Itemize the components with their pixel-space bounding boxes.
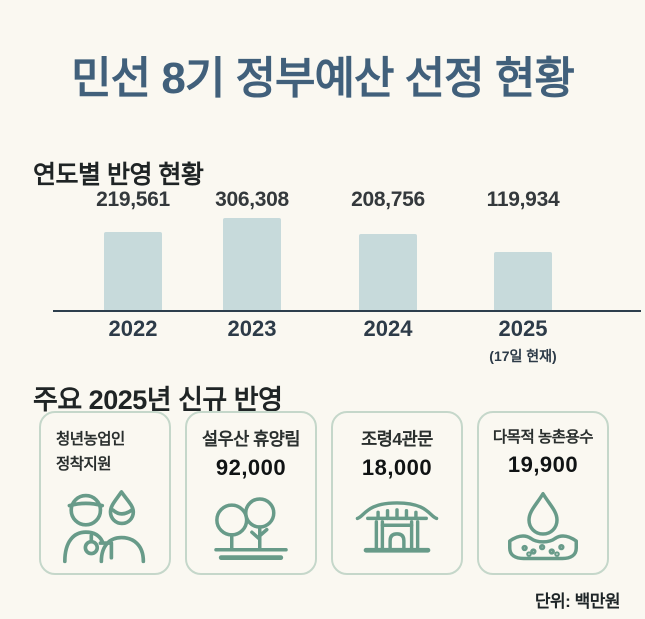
year-label-group: 2023 xyxy=(187,316,317,342)
new-item-card-2: 설우산 휴양림 92,000 xyxy=(185,411,317,575)
unit-label: 단위: 백만원 xyxy=(534,592,621,611)
yearly-section-heading: 연도별 반영 현황 xyxy=(33,160,204,189)
bar-value-label: 306,308 xyxy=(215,188,289,211)
water-drop-icon xyxy=(479,479,607,565)
new-items-section-heading: 주요 2025년 신규 반영 xyxy=(33,385,283,416)
year-note: (17일 현재) xyxy=(489,348,557,364)
year-label-group: 2025 (17일 현재) xyxy=(458,316,588,366)
new-item-card-3: 조령4관문 18,000 xyxy=(331,411,463,575)
bar-group-2022: 219,561 xyxy=(68,188,198,310)
yearly-bar-chart: 219,561 306,308 208,756 119,934 xyxy=(0,188,645,310)
new-item-card-1: 청년농업인 정착지원 xyxy=(39,411,171,575)
card-value: 19,900 xyxy=(507,451,579,477)
bar-value-label: 219,561 xyxy=(96,188,170,211)
bar-group-2024: 208,756 xyxy=(323,188,453,310)
bar-group-2023: 306,308 xyxy=(187,188,317,310)
page-title: 민선 8기 정부예산 선정 현황 xyxy=(71,54,575,104)
gate-icon xyxy=(333,479,461,565)
card-value: 92,000 xyxy=(215,454,287,480)
trees-icon xyxy=(187,479,315,565)
year-label-group: 2024 xyxy=(323,316,453,342)
new-item-card-4: 다목적 농촌용수 19,900 xyxy=(477,411,609,575)
year-label-group: 2022 xyxy=(68,316,198,342)
bar-group-2025: 119,934 xyxy=(458,188,588,310)
chart-axis-line xyxy=(53,310,641,312)
card-title: 청년농업인 정착지원 xyxy=(56,431,125,473)
card-title: 다목적 농촌용수 xyxy=(492,429,594,446)
bar-2022 xyxy=(104,232,162,310)
year-label: 2023 xyxy=(227,316,277,341)
new-items-cards: 청년농업인 정착지원 설우산 휴양림 92,000 조령4관문 18,000 다목적 농촌용… xyxy=(0,411,645,575)
bar-value-label: 208,756 xyxy=(351,188,425,211)
year-label: 2022 xyxy=(108,316,158,341)
bar-2025 xyxy=(494,252,552,310)
card-value: 18,000 xyxy=(361,454,433,480)
farmer-icon xyxy=(41,479,169,565)
year-label: 2025 xyxy=(498,316,548,341)
year-label: 2024 xyxy=(363,316,413,341)
bar-2023 xyxy=(223,218,281,310)
bar-value-label: 119,934 xyxy=(486,188,560,211)
card-title: 설우산 휴양림 xyxy=(202,429,300,449)
bar-2024 xyxy=(359,234,417,310)
card-title: 조령4관문 xyxy=(361,429,433,449)
